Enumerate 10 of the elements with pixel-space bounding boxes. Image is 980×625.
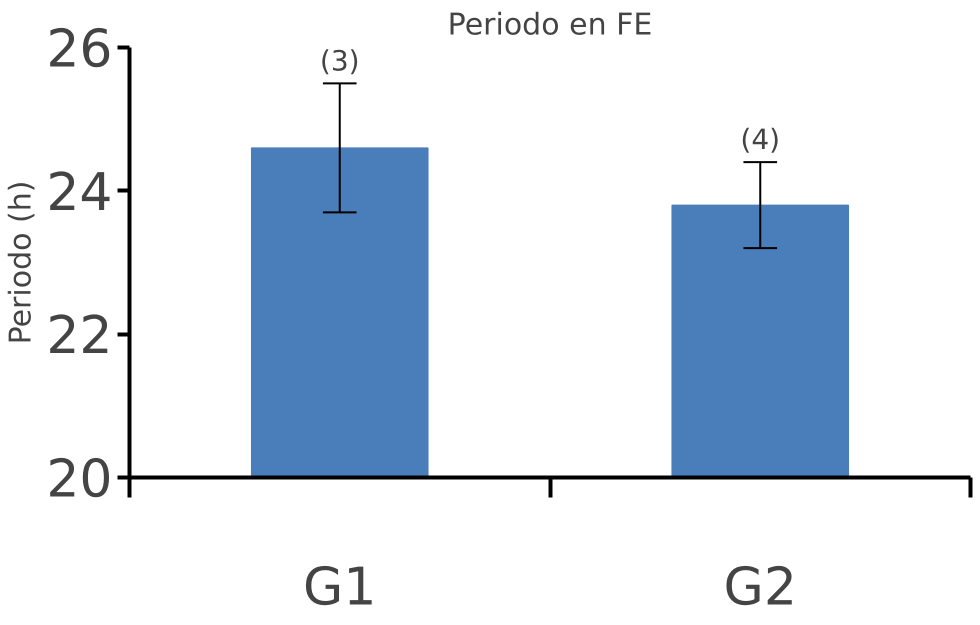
y-tick-label: 20	[46, 450, 113, 510]
x-tick-label: G1	[303, 558, 376, 618]
x-tick-label: G2	[724, 558, 797, 618]
annotation: (4)	[740, 123, 780, 156]
y-tick-label: 22	[46, 306, 113, 366]
chart-title: Periodo en FE	[448, 8, 652, 42]
y-tick-label: 24	[46, 162, 113, 223]
y-axis-title: Periodo (h)	[3, 180, 38, 344]
y-tick-label: 26	[46, 20, 113, 80]
annotation: (3)	[320, 44, 360, 78]
